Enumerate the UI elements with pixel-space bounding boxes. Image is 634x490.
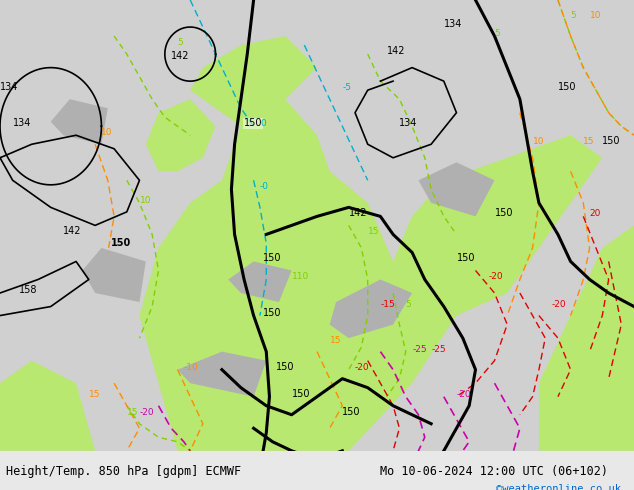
Polygon shape (228, 262, 292, 302)
Text: Mo 10-06-2024 12:00 UTC (06+102): Mo 10-06-2024 12:00 UTC (06+102) (380, 465, 609, 478)
Text: 134: 134 (13, 118, 31, 128)
Text: 150: 150 (111, 238, 131, 247)
Text: 150: 150 (602, 136, 621, 146)
Text: 158: 158 (19, 285, 37, 295)
Text: -10: -10 (184, 363, 198, 371)
Text: 150: 150 (558, 82, 576, 92)
Text: 5: 5 (571, 11, 576, 20)
Polygon shape (146, 99, 216, 172)
Text: ©weatheronline.co.uk: ©weatheronline.co.uk (496, 484, 621, 490)
Text: -20: -20 (456, 390, 471, 399)
Polygon shape (418, 162, 495, 217)
Text: 10: 10 (139, 196, 151, 205)
Text: -20: -20 (552, 299, 566, 309)
Text: 150: 150 (342, 407, 361, 416)
Text: -25: -25 (431, 344, 446, 354)
Text: 150: 150 (495, 208, 513, 219)
Text: 15: 15 (583, 137, 595, 146)
Text: 150: 150 (244, 118, 262, 128)
Text: -20: -20 (488, 272, 503, 281)
Text: 5: 5 (495, 29, 500, 38)
Polygon shape (330, 279, 412, 338)
Polygon shape (0, 361, 95, 451)
Text: -0: -0 (260, 182, 269, 191)
Text: 142: 142 (63, 226, 82, 236)
Polygon shape (51, 99, 108, 144)
Polygon shape (82, 248, 146, 302)
Text: 10: 10 (533, 137, 544, 146)
Text: 150: 150 (292, 389, 310, 399)
Text: 5: 5 (178, 38, 183, 47)
Text: 10: 10 (590, 11, 601, 20)
Polygon shape (178, 352, 266, 397)
Polygon shape (393, 135, 602, 316)
Polygon shape (539, 225, 634, 451)
Text: 0: 0 (260, 119, 266, 128)
Text: 150: 150 (263, 253, 281, 264)
Text: 134: 134 (0, 82, 18, 92)
Text: -15: -15 (380, 299, 395, 309)
Text: -20: -20 (139, 408, 154, 416)
Text: 10: 10 (101, 128, 113, 137)
Text: 15: 15 (89, 390, 100, 399)
Text: 20: 20 (590, 209, 601, 219)
Text: 150: 150 (456, 253, 475, 264)
Text: 142: 142 (387, 46, 405, 56)
Text: -25: -25 (412, 344, 427, 354)
Text: 142: 142 (349, 208, 367, 219)
Text: 150: 150 (276, 362, 294, 371)
Text: Height/Temp. 850 hPa [gdpm] ECMWF: Height/Temp. 850 hPa [gdpm] ECMWF (6, 465, 242, 478)
Text: 150: 150 (263, 308, 281, 318)
Text: 142: 142 (171, 50, 190, 61)
Text: 15: 15 (127, 408, 138, 416)
Polygon shape (139, 99, 456, 451)
Text: 134: 134 (444, 19, 462, 29)
Text: 5: 5 (406, 299, 411, 309)
Text: -5: -5 (342, 83, 351, 92)
Text: 110: 110 (292, 272, 309, 281)
Text: 15: 15 (330, 336, 341, 344)
Polygon shape (190, 36, 317, 126)
Polygon shape (0, 0, 634, 451)
Text: 15: 15 (368, 227, 379, 236)
Text: -20: -20 (355, 363, 370, 371)
Text: 134: 134 (399, 118, 418, 128)
